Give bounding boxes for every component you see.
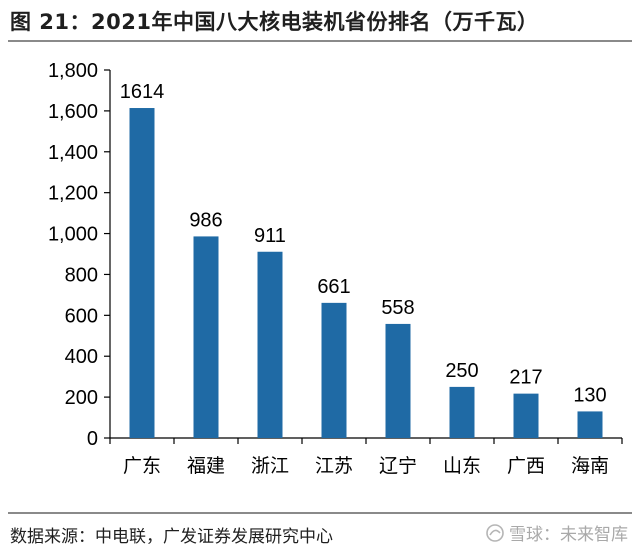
x-category-label: 辽宁	[379, 455, 417, 477]
y-tick-label: 1,000	[48, 224, 98, 246]
bar	[385, 323, 411, 438]
x-category-label: 广西	[507, 455, 545, 477]
y-axis: 0 200 400 600 800 1,000 1,200 1,400 1,600 1,800	[48, 60, 111, 450]
data-labels: 1614 986 911 661 558 250 217 130	[120, 81, 607, 406]
bar-value-label: 911	[254, 225, 286, 247]
y-tick-label: 200	[65, 387, 98, 409]
watermark: 雪球：未来智库	[485, 520, 628, 545]
source-note: 数据来源：中电联，广发证券发展研究中心	[10, 527, 333, 547]
title-divider	[8, 40, 632, 42]
y-tick-label: 800	[65, 264, 98, 286]
y-tick-label: 1,600	[48, 101, 98, 123]
footer-divider	[8, 512, 632, 514]
bar	[129, 108, 155, 438]
bar-value-label: 986	[189, 209, 222, 231]
y-tick-label: 1,200	[48, 183, 98, 205]
watermark-text: 雪球：未来智库	[509, 525, 628, 545]
bar	[577, 411, 603, 438]
bar-value-label: 217	[509, 367, 542, 389]
bar-value-label: 558	[381, 297, 414, 319]
bar-value-label: 250	[445, 360, 478, 382]
x-category-label: 山东	[443, 455, 481, 477]
snowball-logo-icon	[486, 523, 504, 542]
bar	[193, 236, 219, 438]
bar	[321, 302, 347, 438]
y-tick-label: 1,800	[48, 60, 98, 82]
bar	[257, 251, 283, 438]
y-tick-label: 400	[65, 346, 98, 368]
y-tick-label: 1,400	[48, 142, 98, 164]
x-category-label: 海南	[571, 455, 609, 477]
bar-value-label: 661	[317, 276, 350, 298]
bars	[129, 108, 603, 438]
x-category-label: 江苏	[315, 455, 353, 477]
chart-title: 图 21：2021年中国八大核电装机省份排名（万千瓦）	[10, 10, 539, 34]
bar	[449, 386, 475, 438]
bar	[513, 393, 539, 438]
bar-value-label: 130	[573, 384, 606, 406]
x-category-label: 浙江	[251, 455, 289, 477]
y-ticks: 0 200 400 600 800 1,000 1,200 1,400 1,600 1,800	[48, 60, 110, 450]
x-category-label: 广东	[123, 455, 161, 477]
x-axis: 广东 福建 浙江 江苏 辽宁 山东 广西 海南	[109, 437, 623, 477]
y-tick-label: 0	[87, 428, 98, 450]
x-category-label: 福建	[187, 455, 225, 477]
bar-value-label: 1614	[120, 81, 165, 103]
y-tick-label: 600	[65, 305, 98, 327]
x-ticks: 广东 福建 浙江 江苏 辽宁 山东 广西 海南	[109, 438, 623, 477]
